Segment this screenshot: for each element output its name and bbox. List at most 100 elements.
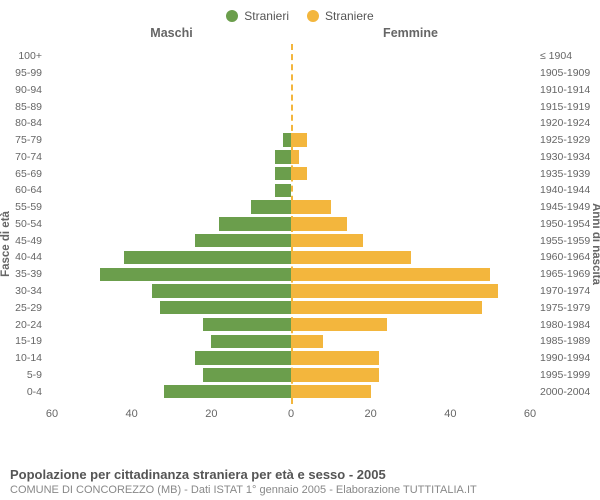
legend-swatch-female [307, 10, 319, 22]
bar-female [291, 150, 299, 163]
x-tick: 40 [126, 408, 138, 420]
y-right-label: 1940-1944 [534, 182, 600, 199]
bar-row [52, 98, 530, 115]
bar-row [52, 316, 530, 333]
y-right-label: 1970-1974 [534, 283, 600, 300]
plot-area [52, 44, 530, 404]
bar-row [52, 165, 530, 182]
bar-male [283, 133, 291, 146]
bar-row [52, 366, 530, 383]
bar-row [52, 232, 530, 249]
bar-female [291, 251, 411, 264]
y-left-label: 95-99 [0, 65, 48, 82]
y-left-label: 80-84 [0, 115, 48, 132]
legend-label-female: Straniere [325, 9, 374, 23]
y-right-label: 1990-1994 [534, 350, 600, 367]
bar-male [195, 351, 291, 364]
bar-row [52, 115, 530, 132]
y-left-label: 20-24 [0, 316, 48, 333]
bar-male [124, 251, 291, 264]
y-left-label: 100+ [0, 48, 48, 65]
bar-female [291, 385, 371, 398]
x-tick: 0 [288, 408, 294, 420]
x-axis: 6040200204060 [52, 408, 530, 424]
x-tick: 40 [444, 408, 456, 420]
bar-male [195, 234, 291, 247]
bar-female [291, 284, 498, 297]
y-left-label: 10-14 [0, 350, 48, 367]
header-male: Maschi [150, 26, 192, 40]
bar-female [291, 133, 307, 146]
y-left-label: 0-4 [0, 383, 48, 400]
y-right-label: 1905-1909 [534, 65, 600, 82]
bar-row [52, 350, 530, 367]
bar-female [291, 200, 331, 213]
legend-label-male: Stranieri [244, 9, 289, 23]
bar-female [291, 268, 490, 281]
bar-row [52, 48, 530, 65]
bar-row [52, 149, 530, 166]
x-tick: 60 [524, 408, 536, 420]
bar-female [291, 318, 387, 331]
bar-male [203, 318, 291, 331]
bar-row [52, 266, 530, 283]
y-right-label: 1930-1934 [534, 149, 600, 166]
y-right-label: 1950-1954 [534, 216, 600, 233]
y-left-label: 15-19 [0, 333, 48, 350]
y-left-label: 75-79 [0, 132, 48, 149]
footer: Popolazione per cittadinanza straniera p… [10, 467, 590, 496]
bar-male [160, 301, 291, 314]
bar-row [52, 383, 530, 400]
y-left-label: 30-34 [0, 283, 48, 300]
bar-female [291, 217, 347, 230]
y-right-label: 1975-1979 [534, 299, 600, 316]
y-right-label: 1955-1959 [534, 232, 600, 249]
bar-male [164, 385, 291, 398]
bar-row [52, 199, 530, 216]
bar-male [219, 217, 291, 230]
y-left-label: 55-59 [0, 199, 48, 216]
y-right-label: 1925-1929 [534, 132, 600, 149]
bar-row [52, 216, 530, 233]
y-left-label: 45-49 [0, 232, 48, 249]
y-right-label: 1945-1949 [534, 199, 600, 216]
y-left-label: 85-89 [0, 98, 48, 115]
y-right-label: 2000-2004 [534, 383, 600, 400]
bar-row [52, 132, 530, 149]
y-left-label: 35-39 [0, 266, 48, 283]
bar-male [152, 284, 291, 297]
bar-female [291, 301, 482, 314]
bar-rows [52, 48, 530, 400]
y-right-label: 1920-1924 [534, 115, 600, 132]
y-right-label: 1980-1984 [534, 316, 600, 333]
chart-title: Popolazione per cittadinanza straniera p… [10, 467, 590, 482]
y-left-label: 60-64 [0, 182, 48, 199]
y-left-label: 40-44 [0, 249, 48, 266]
bar-row [52, 65, 530, 82]
bar-row [52, 81, 530, 98]
legend-item-female: Straniere [307, 6, 374, 26]
bar-female [291, 368, 379, 381]
bar-female [291, 234, 363, 247]
legend-swatch-male [226, 10, 238, 22]
header-female: Femmine [383, 26, 438, 40]
y-left-label: 90-94 [0, 81, 48, 98]
y-right-label: 1910-1914 [534, 81, 600, 98]
y-left-label: 25-29 [0, 299, 48, 316]
x-tick: 20 [205, 408, 217, 420]
y-left-label: 65-69 [0, 165, 48, 182]
y-left-label: 50-54 [0, 216, 48, 233]
bar-row [52, 182, 530, 199]
bar-row [52, 249, 530, 266]
y-right-label: 1915-1919 [534, 98, 600, 115]
bar-male [275, 184, 291, 197]
bar-female [291, 335, 323, 348]
y-right-label: 1985-1989 [534, 333, 600, 350]
y-axis-left-labels: 0-45-910-1415-1920-2425-2930-3435-3940-4… [0, 48, 48, 400]
bar-row [52, 333, 530, 350]
bar-male [251, 200, 291, 213]
bar-male [275, 150, 291, 163]
y-right-label: 1995-1999 [534, 366, 600, 383]
bar-male [203, 368, 291, 381]
y-right-label: 1960-1964 [534, 249, 600, 266]
